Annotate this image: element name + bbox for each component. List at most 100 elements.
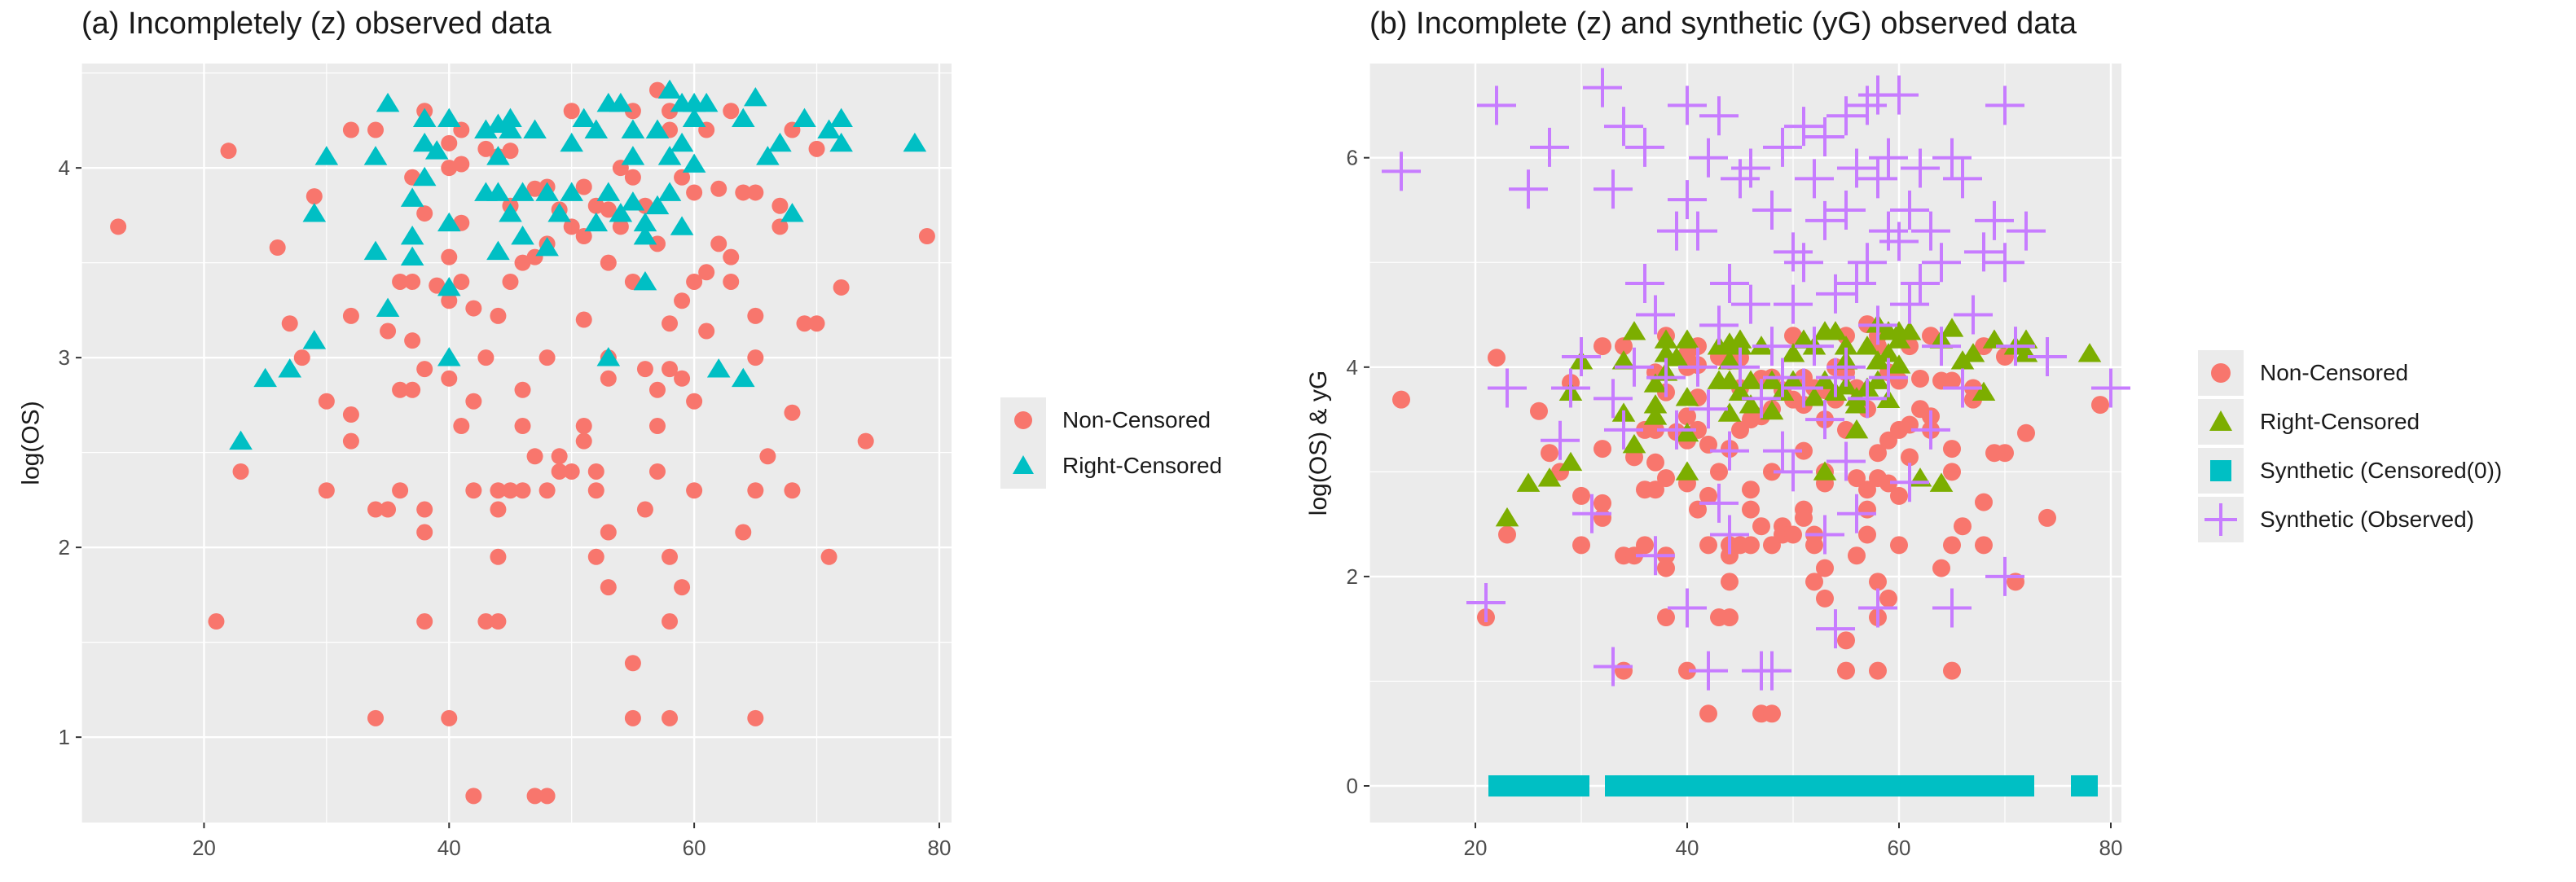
- data-point-right-censored: [499, 119, 522, 138]
- data-point-right-censored: [1739, 370, 1763, 389]
- data-point-non-censored: [1710, 463, 1728, 481]
- data-point-non-censored: [367, 501, 385, 518]
- data-point-synthetic-observed: [1562, 336, 1601, 376]
- data-point-synthetic-observed: [1668, 86, 1707, 125]
- data-point-synthetic-observed: [1985, 243, 2024, 283]
- legend-label: Synthetic (Censored(0)): [2260, 458, 2503, 483]
- data-point-right-censored: [1781, 343, 1805, 362]
- data-point-non-censored: [1699, 435, 1717, 454]
- data-point-non-censored: [1678, 661, 1696, 680]
- data-point-synthetic-observed: [1805, 116, 1844, 156]
- data-point-non-censored: [1646, 480, 1664, 499]
- data-point-non-censored: [1392, 390, 1410, 409]
- data-point-right-censored: [363, 146, 388, 165]
- data-point-non-censored: [342, 121, 359, 138]
- data-point-right-censored: [412, 132, 437, 152]
- data-point-synthetic-observed: [1943, 159, 1982, 199]
- data-point-right-censored: [621, 146, 645, 165]
- data-point-non-censored: [674, 169, 691, 186]
- data-point-non-censored: [575, 432, 592, 450]
- data-point-non-censored: [1646, 453, 1664, 472]
- data-point-non-censored: [1901, 448, 1919, 467]
- data-point-non-censored: [1784, 525, 1802, 544]
- data-point-non-censored: [477, 613, 495, 630]
- data-point-non-censored: [1932, 559, 1950, 577]
- data-point-non-censored: [710, 235, 728, 252]
- data-point-non-censored: [380, 323, 397, 340]
- data-point-non-censored: [490, 482, 507, 499]
- data-point-synthetic-observed: [1774, 232, 1813, 272]
- data-point-non-censored: [514, 418, 531, 435]
- data-point-non-censored: [380, 501, 397, 518]
- data-point-non-censored: [416, 361, 433, 378]
- data-point-right-censored: [400, 246, 424, 266]
- data-point-right-censored: [670, 132, 694, 152]
- data-point-right-censored: [437, 276, 461, 296]
- data-point-non-censored: [1572, 536, 1590, 555]
- data-point-right-censored: [1495, 507, 1519, 527]
- data-point-synthetic-observed: [1816, 609, 1855, 649]
- data-point-non-censored: [759, 448, 776, 465]
- data-point-non-censored: [662, 361, 679, 378]
- data-point-non-censored: [306, 188, 323, 205]
- data-point-synthetic-observed: [1858, 305, 1897, 345]
- data-point-right-censored: [596, 347, 621, 366]
- data-point-non-censored: [551, 463, 568, 480]
- data-point-right-censored: [621, 191, 645, 211]
- data-point-non-censored: [441, 160, 458, 177]
- data-point-non-censored: [1763, 463, 1781, 481]
- data-point-non-censored: [808, 140, 825, 157]
- data-point-non-censored: [281, 315, 298, 332]
- data-point-non-censored: [1678, 407, 1696, 426]
- data-point-synthetic-observed: [1879, 75, 1919, 115]
- data-point-right-censored: [400, 226, 424, 245]
- data-point-synthetic-observed: [1615, 347, 1654, 387]
- data-point-synthetic-observed: [1795, 327, 1834, 366]
- data-point-synthetic-observed: [1837, 494, 1876, 533]
- legend-key-circle: [2198, 350, 2244, 396]
- data-point-synthetic-observed: [1742, 379, 1781, 419]
- data-point-right-censored: [560, 132, 583, 152]
- data-point-synthetic-observed: [1541, 420, 1580, 460]
- data-point-non-censored: [1975, 493, 1993, 511]
- data-point-synthetic-observed: [1911, 410, 1950, 450]
- data-point-non-censored: [1594, 494, 1611, 512]
- data-point-non-censored: [1890, 371, 1908, 390]
- data-point-right-censored: [633, 212, 657, 232]
- data-point-synthetic-observed: [1890, 463, 1929, 502]
- y-tick-label: 4: [1347, 355, 1358, 380]
- data-point-right-censored: [253, 367, 277, 388]
- data-point-non-censored: [392, 273, 409, 290]
- data-point-right-censored: [1558, 451, 1583, 472]
- data-point-synthetic-observed: [1689, 651, 1728, 691]
- data-point-non-censored: [526, 448, 543, 465]
- data-point-synthetic-observed: [1710, 431, 1749, 471]
- data-point-right-censored: [657, 146, 682, 165]
- data-point-synthetic-observed: [1964, 232, 2003, 272]
- data-point-right-censored: [412, 108, 437, 127]
- data-point-synthetic-observed: [1858, 159, 1897, 199]
- data-point-non-censored: [1837, 661, 1855, 680]
- data-point-synthetic-observed: [1604, 410, 1643, 450]
- data-point-right-censored: [645, 195, 670, 215]
- data-point-non-censored: [784, 404, 801, 421]
- data-point-right-censored: [1876, 343, 1901, 362]
- data-point-non-censored: [490, 307, 507, 324]
- data-point-right-censored: [376, 297, 400, 317]
- data-point-non-censored: [1572, 486, 1590, 505]
- data-point-non-censored: [636, 501, 653, 518]
- data-point-non-censored: [1858, 480, 1876, 499]
- data-point-non-censored: [1752, 517, 1770, 536]
- data-point-synthetic-observed: [1975, 200, 2014, 240]
- legend-key-circle: [1000, 397, 1046, 443]
- data-point-right-censored: [486, 182, 510, 201]
- data-point-non-censored: [1689, 500, 1707, 519]
- data-point-synthetic-observed: [1678, 211, 1717, 251]
- data-point-non-censored: [1890, 536, 1908, 555]
- data-point-right-censored: [694, 92, 719, 112]
- data-point-synthetic-observed: [1890, 284, 1929, 324]
- x-tick-label: 40: [437, 836, 461, 860]
- data-point-right-censored: [1813, 461, 1837, 480]
- data-point-non-censored: [918, 228, 935, 245]
- data-point-synthetic-observed: [1689, 138, 1728, 178]
